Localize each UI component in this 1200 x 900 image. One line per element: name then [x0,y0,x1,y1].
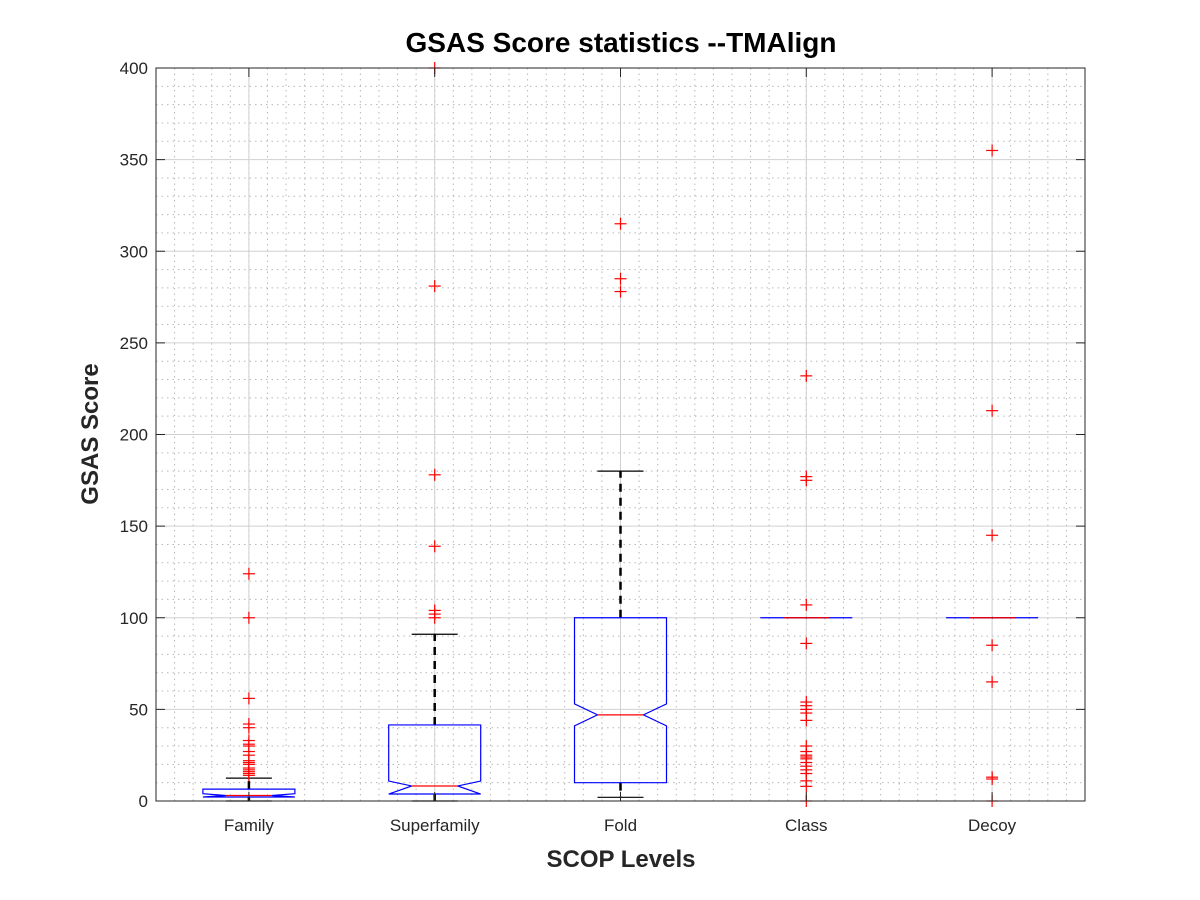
box-group-class [760,369,853,807]
outlier-marker [614,285,627,298]
notched-box [573,617,668,784]
y-tick-label: 350 [120,151,148,170]
outlier-marker [800,369,813,382]
outlier-marker [242,692,255,705]
outlier-marker [428,468,441,481]
x-axis-label: SCOP Levels [547,846,696,873]
box-group-fold [573,217,668,798]
outlier-marker [800,470,813,483]
outlier-marker [614,272,627,285]
outlier-marker [428,604,441,617]
outlier-marker [800,637,813,650]
notched-box [388,724,482,795]
outlier-marker [986,529,999,542]
y-tick-label: 100 [120,609,148,628]
notched-box [202,788,296,798]
outlier-marker [242,567,255,580]
grid [156,67,1085,802]
outlier-marker [242,611,255,624]
y-tick-label: 50 [129,700,148,719]
x-tick-label: Fold [604,816,637,835]
x-tick-label: Decoy [968,816,1017,835]
y-tick-label: 400 [120,59,148,78]
outlier-marker [428,540,441,553]
outlier-marker [986,639,999,652]
y-tick-label: 0 [139,792,148,811]
x-tick-label: Family [224,816,275,835]
outlier-marker [986,404,999,417]
outlier-marker [800,740,813,753]
outlier-marker [986,771,999,784]
outlier-marker [986,144,999,157]
outlier-marker [242,718,255,731]
outlier-marker [800,696,813,709]
outlier-marker [800,598,813,611]
outlier-marker [428,280,441,293]
x-tick-label: Class [785,816,828,835]
outlier-marker [614,217,627,230]
y-tick-label: 150 [120,517,148,536]
plot-frame [155,67,1086,802]
ticks: 0 50 100 150 200 250 300 350 400 Family Superfamil… [120,59,1085,835]
y-tick-label: 300 [120,242,148,261]
x-tick-label: Superfamily [390,816,480,835]
chart-title: GSAS Score statistics --TMAlign [406,27,837,58]
y-axis-label: GSAS Score [77,363,104,504]
outlier-marker [986,675,999,688]
y-tick-label: 250 [120,334,148,353]
outlier-marker [242,734,255,747]
y-tick-label: 200 [120,426,148,445]
